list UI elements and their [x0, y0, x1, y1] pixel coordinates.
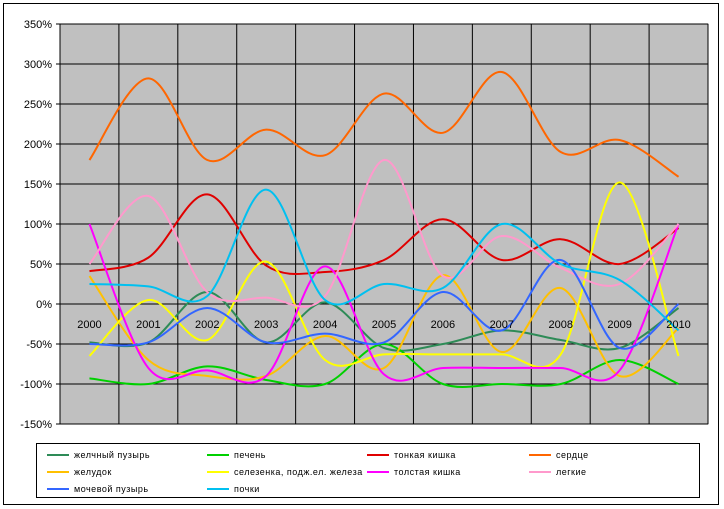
- x-tick-label: 2001: [136, 319, 160, 331]
- legend-label: печень: [234, 450, 266, 460]
- legend: желчный пузырь печень тонкая кишка сердце же…: [36, 443, 700, 498]
- x-tick-label: 2010: [666, 319, 690, 331]
- legend-label: мочевой пузырь: [74, 484, 149, 494]
- legend-swatch: [529, 471, 551, 473]
- y-tick-label: 250%: [24, 99, 52, 111]
- legend-label: селезенка, подж.ел. железа: [234, 467, 363, 477]
- series-line-4: [88, 70, 680, 178]
- series-line-7: [88, 223, 680, 384]
- legend-label: толстая кишка: [394, 467, 461, 477]
- x-tick-label: 2008: [548, 319, 572, 331]
- series-line-3: [89, 193, 680, 275]
- x-tick-label: 2003: [254, 319, 278, 331]
- x-tick-label: 2007: [490, 319, 514, 331]
- legend-swatch: [367, 454, 389, 456]
- y-tick-label: 150%: [24, 179, 52, 191]
- series-line-1: [89, 290, 680, 352]
- y-tick-label: 300%: [24, 59, 52, 71]
- series-line-2: [89, 342, 679, 388]
- legend-label: желчный пузырь: [74, 450, 151, 460]
- x-tick-label: 2000: [77, 319, 101, 331]
- y-tick-label: -150%: [20, 419, 52, 431]
- legend-swatch: [47, 454, 69, 456]
- series-line-10: [89, 188, 680, 332]
- series-line-9: [89, 259, 680, 350]
- legend-swatch: [207, 488, 229, 490]
- series-line-8: [88, 159, 680, 308]
- y-tick-label: 0%: [36, 299, 52, 311]
- y-tick-label: -50%: [26, 339, 52, 351]
- y-tick-label: 200%: [24, 139, 52, 151]
- legend-swatch: [47, 471, 69, 473]
- legend-swatch: [207, 471, 229, 473]
- legend-swatch: [207, 454, 229, 456]
- y-tick-label: 350%: [24, 19, 52, 31]
- x-tick-label: 2006: [431, 319, 455, 331]
- x-tick-label: 2002: [195, 319, 219, 331]
- x-tick-label: 2005: [372, 319, 396, 331]
- legend-label: легкие: [556, 467, 587, 477]
- legend-label: желудок: [74, 467, 112, 477]
- legend-swatch: [47, 488, 69, 490]
- legend-swatch: [529, 454, 551, 456]
- y-tick-label: 100%: [24, 219, 52, 231]
- legend-label: почки: [234, 484, 260, 494]
- y-tick-label: 50%: [30, 259, 52, 271]
- x-tick-label: 2004: [313, 319, 337, 331]
- x-tick-label: 2009: [607, 319, 631, 331]
- legend-label: тонкая кишка: [394, 450, 456, 460]
- series-line-6: [88, 181, 680, 369]
- y-tick-label: -100%: [20, 379, 52, 391]
- legend-swatch: [367, 471, 389, 473]
- legend-label: сердце: [556, 450, 589, 460]
- chart-border: [3, 3, 719, 505]
